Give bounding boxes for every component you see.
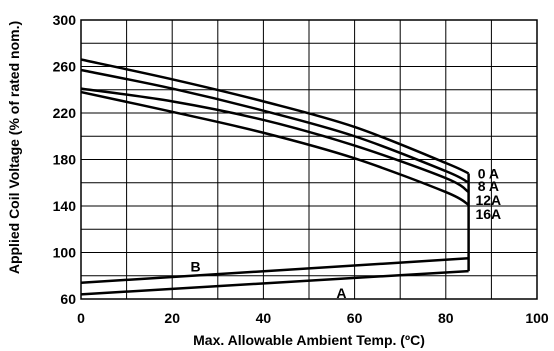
y-tick-label: 260 (53, 59, 77, 75)
y-tick-label: 180 (53, 152, 77, 168)
series-label: 12A (475, 192, 501, 208)
x-tick-label: 40 (256, 310, 272, 326)
series-label: 8 A (478, 178, 499, 194)
series-label: A (336, 285, 346, 301)
y-tick-labels: 60 100 140 180 220 260 300 (53, 12, 77, 307)
series-line-2 (80, 68, 470, 184)
plot-frame (80, 19, 538, 300)
series-line-6 (80, 269, 469, 296)
y-tick-label: 300 (53, 12, 77, 28)
x-tick-labels: 0 20 40 60 80 100 (77, 310, 549, 326)
y-tick-label: 60 (60, 291, 76, 307)
series-label: B (190, 258, 200, 274)
x-tick-label: 60 (347, 310, 363, 326)
y-tick-label: 220 (53, 105, 77, 121)
y-tick-label: 140 (53, 198, 77, 214)
series-label: 0 A (478, 165, 499, 181)
series-line-4 (80, 90, 470, 206)
series-label: 16A (475, 206, 501, 222)
x-axis-title: Max. Allowable Ambient Temp. (ºC) (193, 332, 425, 348)
y-axis-title: Applied Coil Voltage (% of rated nom.) (6, 21, 22, 274)
x-tick-label: 100 (525, 310, 549, 326)
y-tick-label: 100 (53, 245, 77, 261)
x-tick-label: 0 (77, 310, 85, 326)
x-tick-label: 80 (438, 310, 454, 326)
data-series (80, 58, 470, 296)
series-line-1 (80, 58, 470, 175)
series-line-3 (80, 87, 470, 194)
series-line-5 (80, 257, 469, 284)
x-tick-label: 20 (164, 310, 180, 326)
